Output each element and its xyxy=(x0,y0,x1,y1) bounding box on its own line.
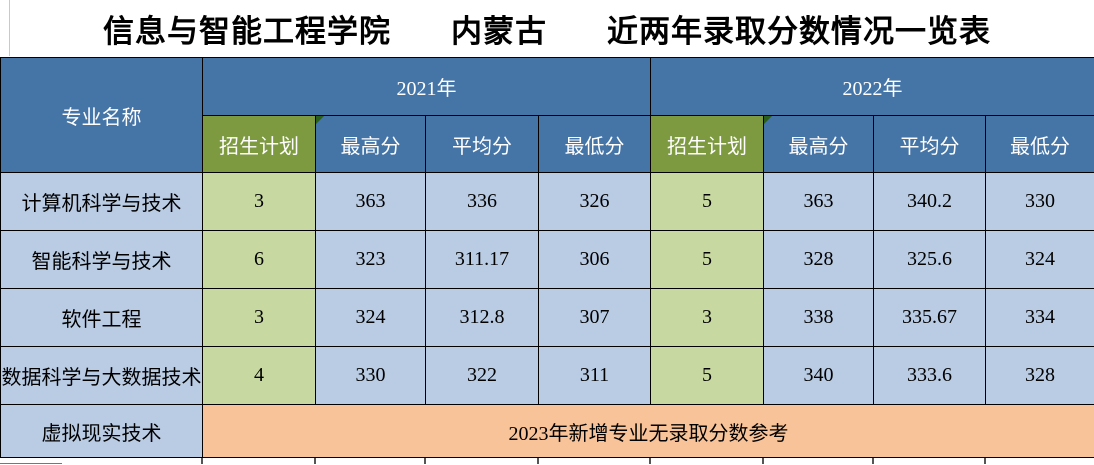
max-2022-cell: 328 xyxy=(763,230,874,289)
max-header-2021-label: 最高分 xyxy=(340,135,401,158)
avg-2021-cell: 336 xyxy=(425,172,539,231)
avg-2022-cell: 333.6 xyxy=(873,346,986,405)
year-2022-header-cell: 2022年 xyxy=(650,57,1094,116)
gridline-tick xyxy=(984,458,986,464)
gridline-stub-strip xyxy=(0,458,1094,464)
major-name-cell: 数据科学与大数据技术 xyxy=(0,346,203,405)
table-row: 软件工程 3 324 312.8 307 3 338 335.67 334 xyxy=(0,288,1094,347)
plan-2022-cell: 5 xyxy=(650,346,764,405)
min-2022-cell: 330 xyxy=(985,172,1094,231)
gridline-tick xyxy=(424,458,426,464)
max-2021-cell: 323 xyxy=(315,230,426,289)
title-region: 内蒙古 xyxy=(451,14,547,49)
major-name-cell: 智能科学与技术 xyxy=(0,230,203,289)
avg-2021-cell: 312.8 xyxy=(425,288,539,347)
gridline-tick xyxy=(762,458,764,464)
excel-corner-mark-icon xyxy=(316,116,324,124)
title-subject: 近两年录取分数情况一览表 xyxy=(607,14,991,49)
min-2021-cell: 326 xyxy=(538,172,651,231)
plan-2021-cell: 6 xyxy=(202,230,316,289)
gridline-tick xyxy=(201,458,203,464)
table-row: 智能科学与技术 6 323 311.17 306 5 328 325.6 324 xyxy=(0,230,1094,289)
major-name-cell: 计算机科学与技术 xyxy=(0,172,203,231)
min-2021-cell: 306 xyxy=(538,230,651,289)
max-2021-cell: 330 xyxy=(315,346,426,405)
avg-2021-cell: 322 xyxy=(425,346,539,405)
avg-2022-cell: 335.67 xyxy=(873,288,986,347)
min-header-2022-cell: 最低分 xyxy=(985,115,1094,173)
gridline-stub xyxy=(0,463,62,464)
max-header-2022-label: 最高分 xyxy=(788,135,849,158)
plan-header-2021-cell: 招生计划 xyxy=(202,115,316,173)
left-gridline-stub xyxy=(9,0,10,56)
year-header-row: 专业名称 2021年 2022年 xyxy=(0,57,1094,173)
table-row: 数据科学与大数据技术 4 330 322 311 5 340 333.6 328 xyxy=(0,346,1094,405)
plan-2021-cell: 3 xyxy=(202,172,316,231)
avg-2021-cell: 311.17 xyxy=(425,230,539,289)
major-name-cell: 软件工程 xyxy=(0,288,203,347)
year-2021-header-cell: 2021年 xyxy=(202,57,651,116)
gridline-tick xyxy=(649,458,651,464)
page-title: 信息与智能工程学院 内蒙古 近两年录取分数情况一览表 xyxy=(0,0,1094,57)
max-header-2022-cell: 最高分 xyxy=(763,115,874,173)
min-header-2021-cell: 最低分 xyxy=(538,115,651,173)
plan-header-2022-cell: 招生计划 xyxy=(650,115,764,173)
plan-2022-cell: 3 xyxy=(650,288,764,347)
max-header-2021-cell: 最高分 xyxy=(315,115,426,173)
avg-header-2022-cell: 平均分 xyxy=(873,115,986,173)
sub-header-row: 招生计划 最高分 平均分 最低分 招生计划 最高分 平均分 最低分 xyxy=(1,115,1094,173)
avg-2022-cell: 340.2 xyxy=(873,172,986,231)
table-row: 计算机科学与技术 3 363 336 326 5 363 340.2 330 xyxy=(0,172,1094,231)
min-2021-cell: 307 xyxy=(538,288,651,347)
gridline-tick xyxy=(314,458,316,464)
min-2022-cell: 324 xyxy=(985,230,1094,289)
plan-2022-cell: 5 xyxy=(650,230,764,289)
excel-corner-mark-icon xyxy=(764,116,772,124)
gridline-tick xyxy=(537,458,539,464)
avg-header-2021-cell: 平均分 xyxy=(425,115,539,173)
max-2022-cell: 340 xyxy=(763,346,874,405)
gridline-tick xyxy=(872,458,874,464)
plan-2021-cell: 4 xyxy=(202,346,316,405)
plan-2022-cell: 5 xyxy=(650,172,764,231)
note-cell: 2023年新增专业无录取分数参考 xyxy=(202,404,1094,458)
note-row: 虚拟现实技术 2023年新增专业无录取分数参考 xyxy=(0,404,1094,458)
min-2022-cell: 328 xyxy=(985,346,1094,405)
min-2021-cell: 311 xyxy=(538,346,651,405)
min-2022-cell: 334 xyxy=(985,288,1094,347)
admission-score-table: 专业名称 2021年 2022年 招生计划 最高分 平均分 最低分 招生计划 最… xyxy=(0,57,1094,458)
title-college: 信息与智能工程学院 xyxy=(103,14,391,49)
avg-2022-cell: 325.6 xyxy=(873,230,986,289)
major-name-header-cell: 专业名称 xyxy=(0,57,203,173)
major-name-cell: 虚拟现实技术 xyxy=(0,404,203,458)
max-2022-cell: 363 xyxy=(763,172,874,231)
plan-2021-cell: 3 xyxy=(202,288,316,347)
max-2022-cell: 338 xyxy=(763,288,874,347)
max-2021-cell: 324 xyxy=(315,288,426,347)
max-2021-cell: 363 xyxy=(315,172,426,231)
